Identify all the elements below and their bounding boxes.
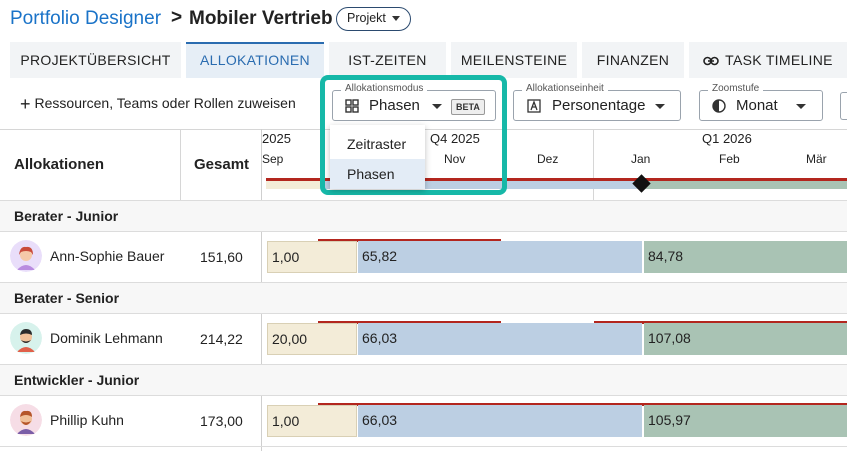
quarter-label: 2025 [262, 131, 291, 146]
tab-projektuebersicht[interactable]: PROJEKTÜBERSICHT [10, 42, 181, 78]
allocation-cell[interactable]: 105,97 [644, 405, 847, 437]
quarter-label: Q4 2025 [430, 131, 480, 146]
beta-badge: BETA [451, 99, 485, 115]
month-label: Jan [631, 152, 651, 166]
month-label: Feb [719, 152, 740, 166]
phase-edge [318, 239, 501, 242]
row-divider [0, 313, 847, 314]
allocation-mode-menu: Zeitraster Phasen [330, 125, 425, 189]
person-total: 214,22 [200, 331, 243, 347]
month-label: Nov [444, 152, 466, 166]
tab-allokationen[interactable]: ALLOKATIONEN [186, 42, 324, 78]
month-label: Dez [537, 152, 559, 166]
allocation-cell[interactable]: 66,03 [358, 405, 642, 437]
a-box-icon [527, 99, 541, 118]
allocation-cell[interactable]: 20,00 [267, 323, 357, 355]
group-row-bg [0, 283, 847, 313]
tab-ist-zeiten[interactable]: IST-ZEITEN [329, 42, 446, 78]
phase-edge [318, 321, 501, 324]
person-name[interactable]: Phillip Kuhn [50, 412, 124, 428]
allocation-mode-value: Phasen [369, 97, 420, 114]
row-divider [0, 231, 847, 232]
assign-resources-label: Ressourcen, Teams oder Rollen zuweisen [34, 95, 296, 111]
breadcrumb-app-link[interactable]: Portfolio Designer [10, 8, 162, 29]
row-divider [0, 282, 847, 283]
allocation-mode-label: Allokationsmodus [341, 83, 428, 94]
allocation-cell[interactable]: 84,78 [644, 241, 847, 273]
allocation-cell[interactable]: 1,00 [267, 241, 357, 273]
group-row-bg [0, 201, 847, 231]
quarter-divider [593, 129, 594, 200]
project-type-chip[interactable]: Projekt [336, 7, 411, 31]
chevron-down-icon [655, 104, 665, 109]
avatar [10, 322, 42, 354]
column-divider [180, 129, 181, 200]
group-label: Entwickler - Junior [14, 372, 140, 388]
person-name[interactable]: Dominik Lehmann [50, 330, 163, 346]
tab-task-timeline-label: TASK TIMELINE [725, 52, 833, 68]
allocation-mode-select[interactable]: Allokationsmodus Phasen BETA [332, 83, 496, 121]
chevron-down-icon [432, 104, 442, 109]
tab-bar: PROJEKTÜBERSICHT ALLOKATIONEN IST-ZEITEN… [10, 42, 847, 78]
allocation-cell[interactable]: 65,82 [358, 241, 642, 273]
allocation-cell[interactable]: 66,03 [358, 323, 642, 355]
row-divider [0, 200, 847, 201]
row-divider [0, 446, 847, 447]
link-icon [703, 43, 719, 79]
phase-overview-segment [321, 178, 642, 189]
header: Portfolio Designer > Mobiler Vertrieb Pr… [0, 0, 847, 40]
group-row-bg [0, 365, 847, 395]
highlight-frame [320, 75, 507, 195]
tab-task-timeline[interactable]: TASK TIMELINE [689, 42, 847, 78]
person-name[interactable]: Ann-Sophie Bauer [50, 248, 165, 264]
column-header-allocations: Allokationen [14, 156, 105, 173]
chevron-down-icon [796, 104, 806, 109]
row-divider [0, 364, 847, 365]
tab-meilensteine[interactable]: MEILENSTEINE [451, 42, 577, 78]
page-title: Mobiler Vertrieb [189, 8, 333, 29]
month-label: Mär [806, 152, 827, 166]
row-divider [0, 395, 847, 396]
half-circle-icon [712, 99, 726, 118]
allocation-unit-label: Allokationseinheit [522, 83, 608, 94]
allocation-unit-select[interactable]: Allokationseinheit Personentage [513, 83, 681, 121]
zoom-level-select[interactable]: Zoomstufe Monat [699, 83, 823, 121]
breadcrumb-separator: > [171, 7, 183, 28]
plus-icon: + [20, 94, 31, 114]
phase-edge [594, 321, 847, 324]
month-label: Sep [262, 152, 284, 166]
avatar [10, 240, 42, 272]
menu-item-zeitraster[interactable]: Zeitraster [347, 136, 407, 152]
person-total: 173,00 [200, 413, 243, 429]
allocation-cell[interactable]: 107,08 [644, 323, 847, 355]
person-total: 151,60 [200, 249, 243, 265]
project-type-label: Projekt [347, 11, 386, 25]
chevron-down-icon [391, 16, 400, 22]
more-toolbar-control[interactable] [840, 92, 847, 120]
grid-icon [345, 99, 359, 118]
zoom-level-value: Monat [736, 97, 778, 114]
group-label: Berater - Junior [14, 208, 119, 224]
allocation-cell[interactable]: 1,00 [267, 405, 357, 437]
assign-resources-button[interactable]: + Ressourcen, Teams oder Rollen zuweisen [20, 94, 296, 115]
group-label: Berater - Senior [14, 290, 120, 306]
allocation-unit-value: Personentage [552, 97, 646, 114]
avatar [10, 404, 42, 436]
phase-edge [318, 403, 847, 406]
phase-overview-segment [642, 178, 847, 189]
zoom-level-label: Zoomstufe [708, 83, 764, 94]
tab-finanzen[interactable]: FINANZEN [582, 42, 684, 78]
column-header-total: Gesamt [194, 156, 250, 173]
menu-item-phasen[interactable]: Phasen [330, 159, 425, 189]
quarter-label: Q1 2026 [702, 131, 752, 146]
phase-overview-segment [266, 178, 321, 189]
